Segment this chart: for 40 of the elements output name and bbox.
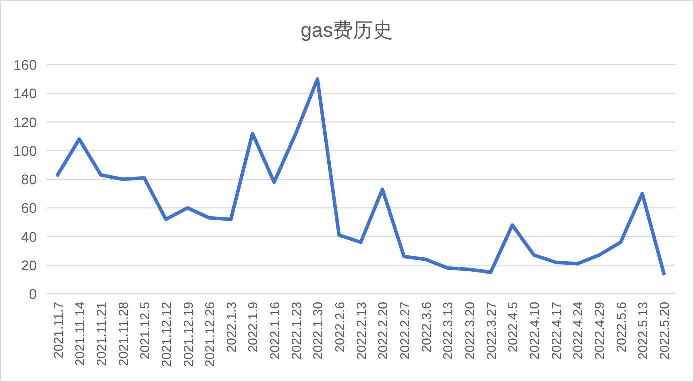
line-series <box>56 78 666 276</box>
x-tick-label: 2022.3.6 <box>418 302 434 353</box>
y-tick-label: 60 <box>21 200 38 216</box>
x-tick-label: 2022.2.6 <box>332 302 348 353</box>
x-tick-label: 2022.3.27 <box>484 302 499 360</box>
y-tick-label: 20 <box>21 257 38 274</box>
x-tick-label: 2022.1.23 <box>289 302 304 360</box>
x-tick-label: 2021.11.21 <box>94 302 110 366</box>
x-tick-label: 2022.2.27 <box>397 302 412 360</box>
x-tick-label: 2022.4.24 <box>570 302 586 360</box>
y-tick-label: 40 <box>21 228 38 245</box>
x-tick-label: 2022.4.29 <box>592 302 608 360</box>
x-tick-label: 2022.3.13 <box>440 302 456 360</box>
x-tick-label: 2022.1.16 <box>267 302 282 360</box>
x-tick-label: 2022.5.20 <box>657 302 672 360</box>
x-tick-label: 2022.2.13 <box>354 302 369 360</box>
x-tick-label: 2022.5.6 <box>614 302 629 353</box>
x-tick-label: 2021.11.14 <box>72 302 88 366</box>
x-tick-label: 2022.1.9 <box>246 302 261 353</box>
x-tick-label: 2022.3.20 <box>462 302 478 360</box>
x-tick-label: 2022.1.3 <box>224 302 240 353</box>
y-tick-label: 100 <box>14 142 38 159</box>
x-tick-label: 2022.4.5 <box>506 302 521 353</box>
y-tick-label: 0 <box>29 286 38 302</box>
x-tick-label: 2022.5.13 <box>636 302 651 360</box>
x-tick-label: 2021.12.12 <box>159 302 174 368</box>
x-tick-label: 2022.1.30 <box>310 302 326 360</box>
x-tick-label: 2021.11.7 <box>50 302 66 359</box>
x-tick-label: 2021.12.19 <box>180 302 196 368</box>
y-tick-label: 140 <box>14 86 38 102</box>
x-tick-label: 2021.12.5 <box>137 302 152 360</box>
y-tick-label: 160 <box>14 57 38 73</box>
x-tick-label: 2022.4.10 <box>527 302 542 360</box>
x-tick-label: 2021.11.28 <box>116 302 131 366</box>
x-tick-label: 2022.4.17 <box>548 302 564 360</box>
y-tick-label: 80 <box>21 172 38 188</box>
y-tick-label: 120 <box>14 114 38 130</box>
chart-title: gas费历史 <box>300 20 394 42</box>
x-tick-label: 2021.12.26 <box>202 302 218 368</box>
x-tick-label: 2022.2.20 <box>376 302 391 360</box>
